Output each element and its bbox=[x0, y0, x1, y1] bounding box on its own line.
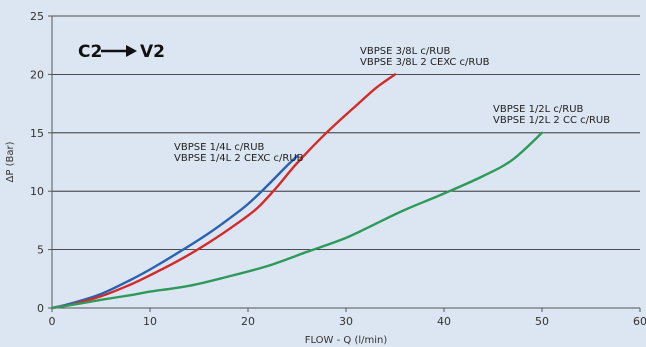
axes bbox=[51, 16, 640, 309]
x-tick-label: 50 bbox=[535, 315, 549, 328]
series-label-1-2l: VBPSE 1/2L c/RUB bbox=[493, 104, 584, 115]
y-tick-label: 25 bbox=[30, 10, 44, 23]
series-label-3-8l: VBPSE 3/8L c/RUB bbox=[360, 46, 451, 57]
series-label-1-4l: VBPSE 1/4L 2 CEXC c/RUB bbox=[174, 153, 304, 164]
x-tick-label: 60 bbox=[633, 315, 646, 328]
chart-title: C2 V2 bbox=[78, 42, 165, 62]
y-tick-label: 0 bbox=[37, 302, 44, 315]
x-tick-label: 20 bbox=[241, 315, 255, 328]
series-lines bbox=[50, 73, 544, 310]
arrow-right-icon bbox=[101, 45, 137, 57]
x-tick-label: 40 bbox=[437, 315, 451, 328]
title-left: C2 bbox=[78, 42, 102, 62]
tick-labels: 0 5 10 15 20 25 0 10 20 30 40 50 60 bbox=[30, 10, 646, 328]
x-tick-label: 10 bbox=[143, 315, 157, 328]
series-label-3-8l: VBPSE 3/8L 2 CEXC c/RUB bbox=[360, 57, 490, 68]
y-tick-label: 15 bbox=[30, 127, 44, 140]
x-tick-label: 0 bbox=[49, 315, 56, 328]
y-axis-label: ΔP (Bar) bbox=[5, 141, 16, 182]
series-label-1-4l: VBPSE 1/4L c/RUB bbox=[174, 142, 265, 153]
series-line-3-8l bbox=[50, 73, 397, 310]
series-label-1-2l: VBPSE 1/2L 2 CC c/RUB bbox=[493, 115, 610, 126]
x-tick-label: 30 bbox=[339, 315, 353, 328]
x-axis-label: FLOW - Q (l/min) bbox=[305, 335, 388, 346]
series-line-1-2l bbox=[50, 131, 544, 310]
y-tick-label: 20 bbox=[30, 68, 44, 81]
series-line-1-4l bbox=[50, 155, 299, 310]
y-tick-label: 10 bbox=[30, 185, 44, 198]
y-tick-label: 5 bbox=[37, 244, 44, 257]
title-right: V2 bbox=[140, 42, 165, 62]
